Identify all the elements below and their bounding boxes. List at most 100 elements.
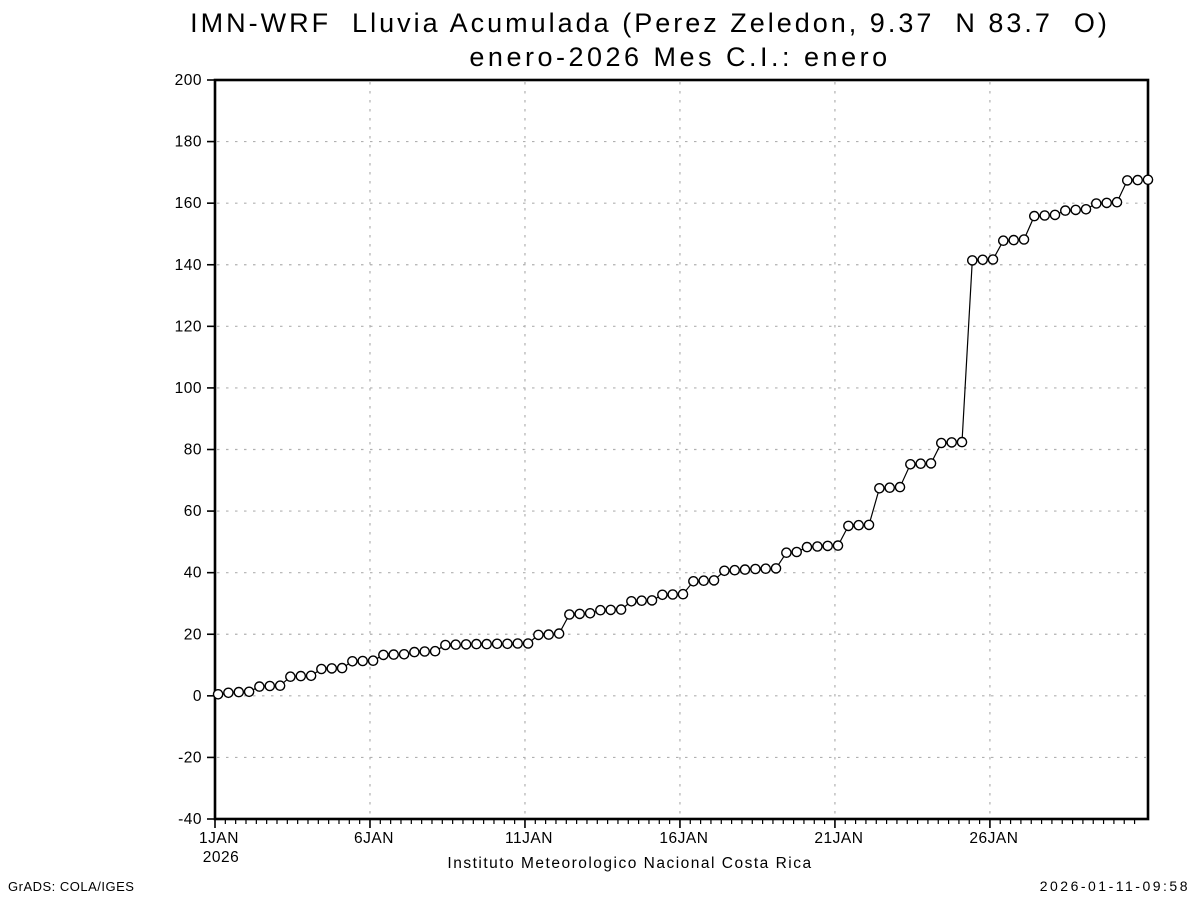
svg-text:-20: -20 [178, 749, 202, 766]
data-point [739, 564, 751, 575]
data-point [708, 575, 720, 586]
data-point [574, 608, 586, 620]
data-point [626, 596, 637, 607]
data-series [212, 174, 1154, 700]
data-point [791, 546, 803, 558]
data-point [1029, 210, 1040, 222]
data-point [1018, 234, 1030, 245]
plot-frame [213, 78, 1150, 821]
data-point [1091, 198, 1102, 209]
data-point [378, 649, 389, 661]
data-point [471, 638, 482, 650]
data-point [543, 629, 555, 640]
data-point [1132, 174, 1143, 186]
data-point [419, 646, 431, 657]
svg-text:16JAN: 16JAN [659, 830, 708, 847]
data-point [481, 638, 493, 650]
data-point [998, 235, 1009, 246]
data-point [977, 254, 989, 266]
data-point [667, 589, 679, 600]
data-point [1060, 205, 1071, 216]
data-point [812, 541, 823, 552]
data-point [564, 609, 575, 620]
data-point [750, 563, 761, 575]
data-point [522, 638, 534, 649]
data-point [1142, 174, 1154, 186]
data-point [285, 671, 296, 683]
render-timestamp: 2026-01-11-09:58 [1039, 878, 1190, 894]
data-point [1080, 203, 1092, 215]
data-point [223, 687, 234, 699]
data-point [316, 663, 327, 675]
data-point [729, 564, 741, 576]
data-point [491, 638, 503, 650]
data-point [233, 686, 245, 698]
data-point [326, 663, 338, 674]
x-axis-tick-labels: 1JAN 2026 6JAN 11JAN 16JAN 21JAN 26JAN [199, 830, 1018, 866]
svg-text:-40: -40 [178, 811, 202, 828]
data-point [533, 629, 544, 641]
data-point [946, 437, 958, 448]
svg-text:120: 120 [175, 318, 202, 335]
data-point [801, 541, 813, 553]
data-point [719, 565, 730, 577]
svg-text:180: 180 [175, 134, 202, 151]
data-point [677, 588, 689, 600]
data-point [987, 254, 999, 265]
data-point [1039, 210, 1050, 221]
data-point [1101, 197, 1112, 209]
data-point [956, 436, 968, 448]
data-point [584, 608, 596, 619]
data-point [646, 595, 658, 606]
svg-text:140: 140 [175, 257, 202, 274]
data-point [553, 628, 565, 639]
data-point [1049, 209, 1061, 221]
data-point [967, 255, 978, 266]
data-point [853, 519, 865, 531]
data-point [636, 595, 648, 607]
data-point [894, 481, 906, 493]
data-point [698, 575, 710, 587]
data-point [925, 458, 937, 469]
svg-text:6JAN: 6JAN [354, 830, 394, 847]
data-point [295, 670, 307, 682]
data-point [843, 520, 854, 532]
data-point [822, 540, 834, 552]
grads-credit: GrADS: COLA/IGES [8, 879, 135, 894]
data-point [884, 482, 896, 494]
data-point [863, 519, 875, 531]
data-point [398, 649, 410, 660]
data-point [212, 689, 224, 700]
data-point [440, 639, 451, 651]
data-point [915, 458, 927, 470]
data-point [760, 563, 772, 575]
x-axis-caption: Instituto Meteorologico Nacional Costa R… [447, 855, 813, 872]
axis-ticks [207, 79, 1136, 828]
data-point [781, 547, 792, 559]
data-point [388, 649, 400, 660]
data-point [460, 639, 472, 650]
data-point [243, 686, 255, 698]
data-point [1070, 204, 1081, 216]
data-point [254, 681, 265, 692]
data-point [770, 563, 782, 574]
data-point [502, 638, 513, 650]
data-point [305, 670, 317, 682]
svg-text:100: 100 [175, 380, 202, 397]
data-point [688, 576, 699, 587]
data-point [1122, 175, 1133, 186]
data-point [657, 589, 668, 601]
data-point [1111, 196, 1123, 208]
data-point [274, 680, 286, 692]
data-point [832, 540, 844, 551]
gridlines [217, 82, 1146, 817]
svg-text:160: 160 [175, 195, 202, 212]
svg-text:60: 60 [184, 503, 202, 520]
svg-text:1JAN: 1JAN [199, 830, 239, 847]
svg-text:80: 80 [184, 442, 202, 459]
data-point [605, 604, 617, 616]
svg-text:11JAN: 11JAN [505, 830, 553, 847]
